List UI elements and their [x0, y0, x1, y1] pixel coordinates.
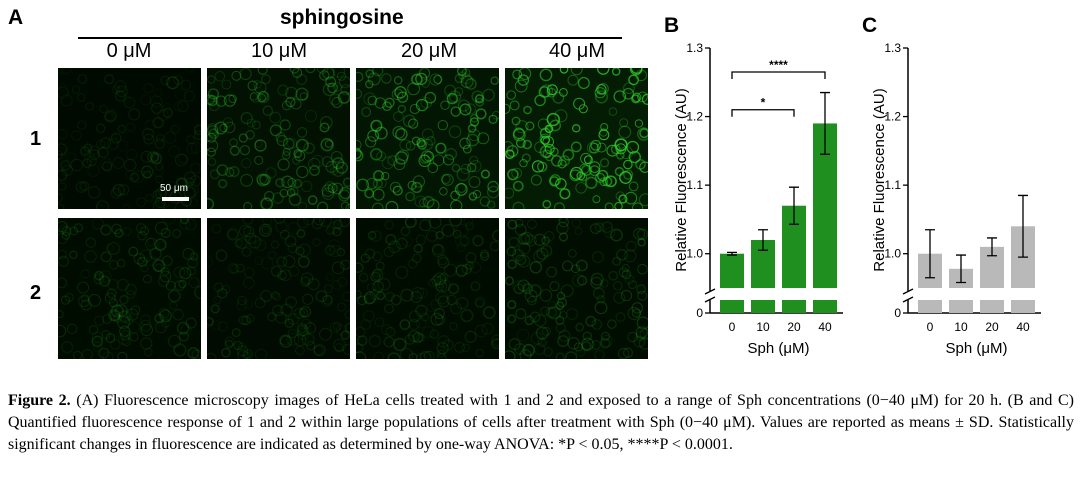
- chart-b-errorbar-0: [727, 251, 737, 256]
- chart-b-xtick-label-10: 10: [756, 320, 770, 334]
- chart-c-xlabel: Sph (μM): [946, 340, 1008, 357]
- chart-b-bar-stub-20: [782, 300, 806, 313]
- chart-b-ytick-label-1: 1.1: [686, 178, 703, 192]
- chart-b-ytick-label-2: 1.2: [686, 110, 703, 124]
- chart-c-errorbar-0: [925, 229, 935, 279]
- chart-b-bar-stub-40: [813, 300, 837, 313]
- chart-b-bar-stub-10: [751, 300, 775, 313]
- row-label-1: 1: [30, 128, 42, 150]
- chart-c-ytick-label-1: 1.1: [884, 178, 901, 192]
- micrograph-2-0: [58, 218, 201, 359]
- conc-label-10: 10 μM: [251, 40, 307, 62]
- chart-c-ylabel: Relative Fluorescence (AU): [871, 88, 888, 271]
- row-label-2: 2: [30, 282, 42, 304]
- chart-c-bar-stub-20: [980, 300, 1004, 313]
- chart-b-sig-label-1: ****: [769, 58, 788, 72]
- chart-b-xtick-label-20: 20: [787, 320, 801, 334]
- chart-b-xtick-label-0: 0: [729, 320, 736, 334]
- chart-b-bar-0: [720, 253, 744, 288]
- micrograph-1-2: [356, 68, 499, 209]
- micrograph-2-1: [207, 218, 350, 359]
- chart-b-ytick-label-3: 1.3: [686, 41, 703, 55]
- panel-b-letter: B: [664, 14, 680, 37]
- micrograph-2-2: [356, 218, 499, 359]
- panel-a-letter: A: [8, 6, 24, 29]
- micrograph-1-1: [207, 68, 350, 209]
- chart-b-sig-label-0: *: [761, 96, 766, 110]
- chart-c-errorbar-40: [1018, 194, 1028, 258]
- chart-b-zero-tick-label: 0: [696, 306, 703, 320]
- caption-text: (A) Fluorescence microscopy images of He…: [8, 392, 1075, 453]
- conc-label-40: 40 μM: [549, 40, 605, 62]
- scale-bar-label: 50 μm: [160, 183, 188, 194]
- micrograph-2-3: [505, 218, 648, 359]
- chart-c: Relative Fluorescence (AU)1.0 1.1 1.2 1.3 0 0…: [871, 41, 1041, 357]
- chart-b: Relative Fluorescence (AU)1.0 1.1 1.2 1.3 0 0…: [673, 41, 843, 357]
- scale-bar: [162, 197, 189, 201]
- header-underline: [78, 37, 622, 39]
- chart-c-bar-stub-10: [949, 300, 973, 313]
- chart-b-errorbar-10: [758, 229, 768, 251]
- chart-c-ytick-label-3: 1.3: [884, 41, 901, 55]
- chart-b-bar-stub-0: [720, 300, 744, 313]
- figure-caption: Figure 2. (A) Fluorescence microscopy im…: [8, 390, 1074, 456]
- chart-c-axis-break-icon: [902, 288, 914, 303]
- conc-label-0: 0 μM: [106, 40, 152, 62]
- chart-c-xtick-label-20: 20: [985, 320, 999, 334]
- conc-label-20: 20 μM: [401, 40, 457, 62]
- micrograph-1-3: [505, 68, 648, 209]
- chart-c-xtick-label-10: 10: [954, 320, 968, 334]
- chart-c-ytick-label-2: 1.2: [884, 110, 901, 124]
- chart-b-xlabel: Sph (μM): [748, 340, 810, 357]
- chart-c-ytick-label-0: 1.0: [884, 247, 901, 261]
- chart-c-xtick-label-0: 0: [927, 320, 934, 334]
- chart-b-errorbar-40: [820, 91, 830, 155]
- chart-c-errorbar-20: [987, 237, 997, 257]
- chart-b-sig-bracket-1: [731, 71, 826, 79]
- panel-c-letter: C: [862, 14, 878, 37]
- chart-b-errorbar-20: [789, 186, 799, 225]
- chart-b-sig-bracket-0: [731, 109, 795, 117]
- chart-b-ylabel: Relative Fluorescence (AU): [673, 88, 690, 271]
- chart-c-bar-stub-40: [1011, 300, 1035, 313]
- chart-b-ytick-label-0: 1.0: [686, 247, 703, 261]
- chart-c-bar-stub-0: [918, 300, 942, 313]
- caption-label: Figure 2.: [8, 392, 71, 409]
- chart-c-errorbar-10: [956, 254, 966, 284]
- chart-c-xtick-label-40: 40: [1016, 320, 1030, 334]
- chart-b-axis-break-icon: [704, 288, 716, 303]
- chart-c-zero-tick-label: 0: [894, 306, 901, 320]
- chart-b-xtick-label-40: 40: [818, 320, 832, 334]
- micrograph-1-0: [58, 68, 201, 209]
- sphingosine-header: sphingosine: [280, 6, 404, 29]
